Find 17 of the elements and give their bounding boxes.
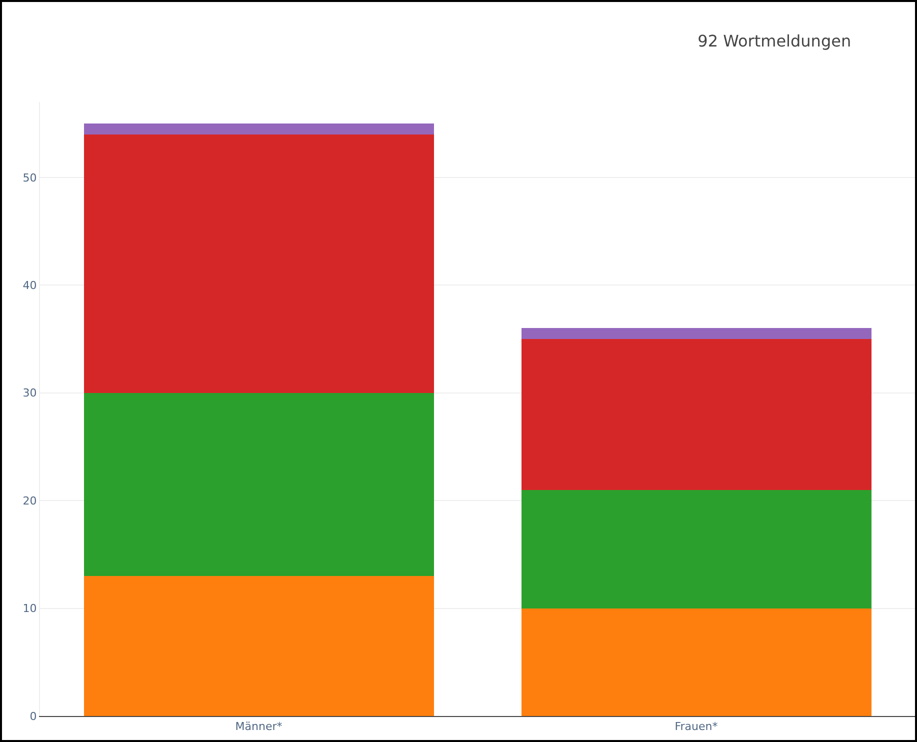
y-tick-label: 30 xyxy=(22,386,37,400)
y-tick-label: 20 xyxy=(22,494,37,508)
bar xyxy=(84,392,434,576)
y-tick-label: 50 xyxy=(22,171,37,184)
bar xyxy=(84,124,434,134)
bar xyxy=(521,328,872,339)
bar xyxy=(84,576,434,716)
bar xyxy=(521,608,872,716)
y-tick-label: 0 xyxy=(30,710,37,723)
y-tick-label: 10 xyxy=(22,602,37,616)
y-tick-label: 40 xyxy=(22,278,37,292)
chart-title: 92 Wortmeldungen xyxy=(698,31,852,50)
bar xyxy=(84,134,434,393)
x-tick-label: Männer* xyxy=(235,720,283,734)
bar xyxy=(521,338,872,490)
bar xyxy=(521,490,872,608)
x-tick-label: Frauen* xyxy=(674,720,718,734)
